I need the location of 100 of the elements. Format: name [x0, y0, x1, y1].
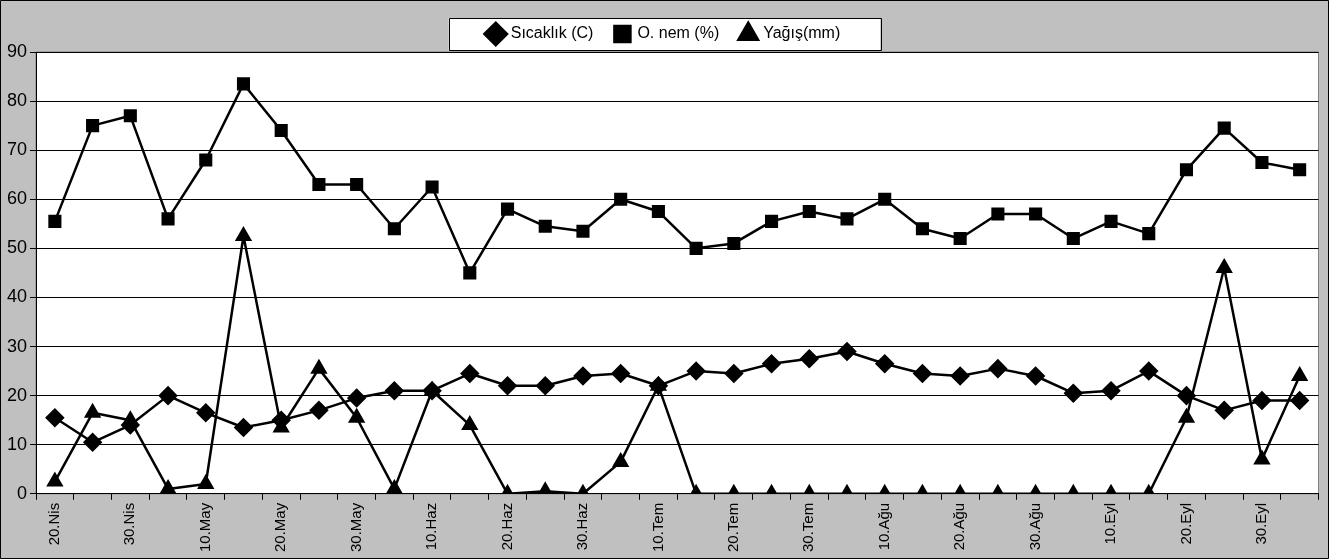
- x-tick-label: 10.Ağu: [874, 502, 892, 551]
- point: [463, 266, 477, 280]
- point: [988, 359, 1008, 378]
- point: [387, 222, 401, 236]
- point: [309, 401, 329, 420]
- point: [875, 354, 894, 373]
- point: [1254, 450, 1270, 465]
- point: [953, 231, 967, 246]
- y-tick-label: 0: [17, 482, 28, 503]
- point: [311, 359, 327, 374]
- point: [1064, 383, 1083, 403]
- point: [1178, 408, 1195, 423]
- y-tick-label: 30: [6, 335, 28, 356]
- x-tick-label: 20.May: [271, 502, 289, 553]
- point: [498, 376, 517, 396]
- point: [1216, 259, 1232, 273]
- point: [950, 366, 970, 386]
- y-tick-label: 10: [6, 433, 28, 454]
- point: [724, 364, 744, 383]
- x-tick-label: 10.Haz: [422, 502, 440, 551]
- y-tick-label: 50: [6, 237, 28, 258]
- point: [1217, 121, 1231, 135]
- point: [913, 364, 932, 383]
- point: [837, 342, 857, 361]
- point: [991, 207, 1005, 221]
- point: [538, 219, 552, 233]
- point: [1252, 391, 1272, 410]
- x-tick-label: 30.Tem: [799, 502, 817, 553]
- y-tick-label: 40: [6, 286, 28, 307]
- point: [84, 404, 101, 418]
- point: [348, 408, 365, 423]
- x-tick-label: 30.Eyl: [1252, 502, 1270, 545]
- point: [236, 77, 251, 91]
- point: [45, 408, 65, 427]
- x-tick-label: 30.May: [346, 502, 364, 553]
- point: [462, 416, 478, 431]
- point: [425, 180, 439, 194]
- point: [234, 418, 253, 437]
- point: [460, 364, 480, 383]
- y-tick-label: 70: [6, 139, 28, 160]
- point: [235, 227, 252, 242]
- point: [800, 349, 819, 369]
- point: [765, 214, 779, 228]
- point: [196, 403, 216, 423]
- point: [1293, 163, 1307, 177]
- x-tick-label: 10.Eyl: [1101, 502, 1119, 545]
- y-tick-label: 20: [6, 384, 28, 405]
- y-tick-label: 90: [6, 40, 28, 61]
- point: [689, 241, 703, 255]
- point: [1290, 391, 1309, 410]
- point: [1101, 381, 1121, 400]
- x-tick-label: 10.Tem: [648, 502, 666, 553]
- point: [347, 388, 366, 408]
- x-tick-label: 30.Ağu: [1025, 502, 1043, 551]
- point: [1255, 155, 1269, 170]
- point: [1214, 401, 1234, 420]
- point: [573, 366, 593, 386]
- point: [1179, 163, 1194, 177]
- point: [48, 214, 62, 228]
- point: [649, 376, 668, 396]
- x-tick-label: 30.Nis: [120, 502, 138, 546]
- x-tick-label: 20.Tem: [723, 502, 741, 553]
- point: [614, 192, 628, 206]
- point: [1026, 366, 1045, 386]
- point: [160, 480, 176, 494]
- x-tick-label: 20.Haz: [497, 502, 515, 551]
- point: [878, 192, 892, 206]
- point: [422, 381, 442, 400]
- point: [1139, 361, 1159, 381]
- point: [1142, 227, 1156, 241]
- point: [727, 236, 741, 251]
- x-tick-label: 20.Nis: [45, 502, 63, 546]
- point: [840, 212, 854, 226]
- point: [158, 386, 178, 405]
- point: [198, 475, 214, 489]
- point: [500, 202, 515, 216]
- y-tick-label: 80: [6, 90, 28, 111]
- legend-label: Sıcaklık (C): [510, 24, 594, 42]
- point: [199, 153, 213, 167]
- point: [86, 119, 100, 133]
- point: [686, 361, 706, 381]
- legend-label: Yağış(mm): [763, 24, 841, 42]
- point: [1104, 214, 1118, 228]
- legend-label: O. nem (%): [637, 24, 720, 42]
- point: [47, 472, 63, 487]
- y-tick-label: 60: [6, 188, 28, 209]
- point: [1029, 207, 1043, 221]
- point: [611, 364, 630, 383]
- point: [1177, 386, 1196, 405]
- point: [802, 204, 816, 219]
- x-tick-label: 10.May: [195, 502, 213, 553]
- point: [915, 222, 929, 236]
- x-tick-label: 20.Ağu: [950, 502, 968, 551]
- x-tick-label: 30.Haz: [573, 502, 591, 551]
- point: [1066, 231, 1080, 246]
- point: [576, 224, 590, 238]
- point: [386, 480, 403, 494]
- point: [350, 177, 364, 192]
- point: [535, 376, 555, 396]
- x-tick-label: 20.Eyl: [1176, 502, 1194, 545]
